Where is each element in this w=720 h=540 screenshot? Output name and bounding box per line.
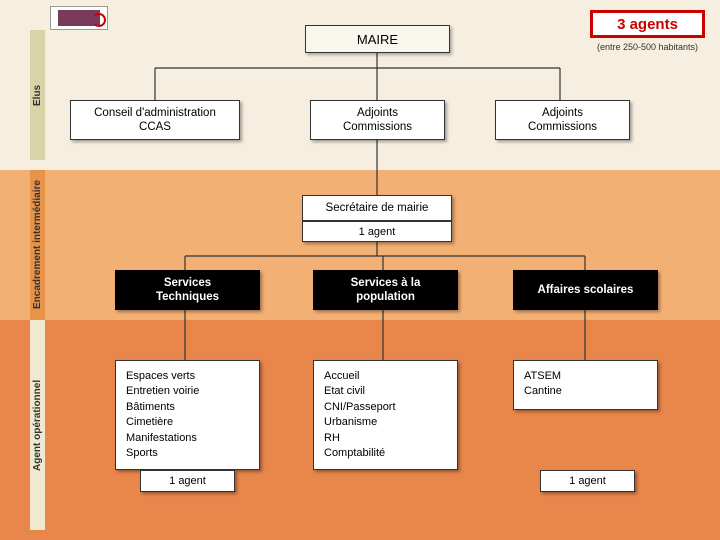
logo	[50, 6, 108, 30]
adjoints1-box: Adjoints Commissions	[310, 100, 445, 140]
adjoints2-box: Adjoints Commissions	[495, 100, 630, 140]
services-scol-items: ATSEM Cantine	[513, 360, 658, 410]
services-pop-box: Services à la population	[313, 270, 458, 310]
services-tech-count: 1 agent	[140, 470, 235, 492]
ccas-label: Conseil d'administration CCAS	[94, 106, 216, 135]
sidebar-agent: Agent opérationnel	[30, 320, 45, 530]
agents-count-box: 3 agents	[590, 10, 705, 38]
sidebar-encadrement: Encadrement intermédiaire	[30, 170, 45, 320]
services-pop-items-text: Accueil Etat civil CNI/Passeport Urbanis…	[324, 370, 396, 459]
adjoints1-label: Adjoints Commissions	[343, 106, 412, 135]
services-tech-items-text: Espaces verts Entretien voirie Bâtiments…	[126, 370, 199, 459]
services-tech-box: Services Techniques	[115, 270, 260, 310]
agents-sub: (entre 250-500 habitants)	[590, 42, 705, 52]
services-scol-count: 1 agent	[540, 470, 635, 492]
services-pop-items: Accueil Etat civil CNI/Passeport Urbanis…	[313, 360, 458, 470]
services-tech-items: Espaces verts Entretien voirie Bâtiments…	[115, 360, 260, 470]
secretaire-count: 1 agent	[302, 221, 452, 242]
sidebar-elus: Elus	[30, 30, 45, 160]
adjoints2-label: Adjoints Commissions	[528, 106, 597, 135]
services-scol-items-text: ATSEM Cantine	[524, 370, 562, 397]
ccas-box: Conseil d'administration CCAS	[70, 100, 240, 140]
secretaire-box: Secrétaire de mairie	[302, 195, 452, 221]
maire-box: MAIRE	[305, 25, 450, 53]
services-pop-label: Services à la population	[351, 276, 421, 305]
services-scol-box: Affaires scolaires	[513, 270, 658, 310]
services-tech-label: Services Techniques	[156, 276, 219, 305]
services-scol-label: Affaires scolaires	[538, 283, 634, 297]
